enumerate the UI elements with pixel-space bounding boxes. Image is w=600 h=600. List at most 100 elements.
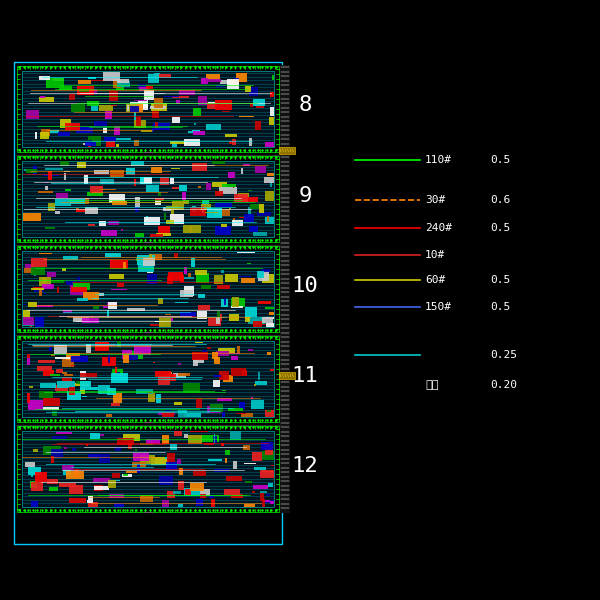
Bar xyxy=(70,285,83,295)
Bar xyxy=(184,277,194,279)
Bar xyxy=(98,385,110,394)
Bar xyxy=(147,274,157,284)
Bar xyxy=(80,388,85,394)
Bar xyxy=(73,317,89,322)
Bar xyxy=(50,374,60,376)
Bar xyxy=(254,384,256,386)
Bar xyxy=(238,193,249,197)
Bar xyxy=(144,91,154,100)
Bar xyxy=(127,308,145,311)
Bar xyxy=(152,110,159,118)
Bar xyxy=(39,76,50,80)
Bar xyxy=(172,142,178,146)
Bar xyxy=(181,290,193,296)
Bar xyxy=(28,302,37,307)
Bar xyxy=(217,317,220,325)
Bar xyxy=(166,220,173,224)
Bar xyxy=(158,376,170,385)
Bar xyxy=(122,474,132,478)
Bar xyxy=(77,298,88,301)
Bar xyxy=(49,487,58,491)
Bar xyxy=(80,371,86,380)
Bar xyxy=(50,280,64,283)
Bar xyxy=(91,80,108,81)
Bar xyxy=(136,389,154,394)
Bar xyxy=(146,86,152,89)
Bar xyxy=(172,208,174,214)
Bar xyxy=(83,292,99,299)
Bar xyxy=(170,214,184,224)
Bar xyxy=(103,306,108,308)
Bar xyxy=(42,283,43,291)
Bar xyxy=(69,386,75,395)
Bar xyxy=(158,476,173,485)
Bar xyxy=(190,483,203,491)
Bar xyxy=(216,85,225,88)
Bar xyxy=(126,472,137,473)
Bar xyxy=(157,109,162,110)
Bar xyxy=(148,74,158,83)
Bar xyxy=(167,491,175,498)
Text: 30#: 30# xyxy=(425,195,445,205)
Bar xyxy=(17,336,279,422)
Bar xyxy=(112,473,120,478)
Bar xyxy=(162,412,174,416)
Bar xyxy=(47,272,56,277)
Bar xyxy=(39,289,42,296)
Bar xyxy=(47,171,52,181)
Bar xyxy=(214,375,221,377)
Bar xyxy=(88,454,103,458)
Bar xyxy=(206,184,211,190)
Bar xyxy=(52,436,67,439)
Bar xyxy=(134,112,136,120)
Bar xyxy=(64,171,70,172)
Bar xyxy=(35,132,37,139)
Bar xyxy=(146,272,153,273)
Bar xyxy=(244,214,254,223)
Bar xyxy=(231,298,245,307)
Bar xyxy=(234,194,248,202)
Bar xyxy=(67,280,75,285)
Bar xyxy=(221,184,236,187)
Bar xyxy=(116,138,131,140)
Bar xyxy=(37,305,53,307)
Bar xyxy=(214,275,223,284)
Bar xyxy=(52,410,57,416)
Bar xyxy=(35,317,44,326)
Bar xyxy=(109,194,125,203)
Bar xyxy=(40,132,49,139)
Bar xyxy=(24,268,34,273)
Bar xyxy=(168,272,183,281)
Bar xyxy=(258,371,260,380)
Bar xyxy=(220,371,222,374)
Bar xyxy=(88,77,97,79)
Bar xyxy=(66,353,80,361)
Bar xyxy=(217,398,232,401)
Bar xyxy=(90,187,103,193)
Bar xyxy=(134,120,146,128)
Bar xyxy=(71,104,85,112)
Bar xyxy=(212,182,227,187)
Bar xyxy=(106,140,115,146)
Bar xyxy=(77,86,94,95)
Bar xyxy=(64,448,67,449)
Bar xyxy=(40,383,56,388)
Bar xyxy=(192,130,200,132)
Bar xyxy=(243,197,259,202)
Bar xyxy=(23,304,26,305)
Bar xyxy=(236,73,247,82)
Bar xyxy=(65,190,71,191)
Bar xyxy=(140,443,153,445)
Bar xyxy=(16,65,280,153)
Bar xyxy=(106,111,112,119)
Bar xyxy=(149,106,166,109)
Bar xyxy=(256,104,264,109)
Bar xyxy=(43,175,59,176)
Bar xyxy=(206,208,223,218)
Bar xyxy=(116,83,124,90)
Bar xyxy=(202,350,206,354)
Bar xyxy=(229,140,233,144)
Bar xyxy=(122,262,126,269)
Bar xyxy=(229,407,243,412)
Bar xyxy=(93,478,110,482)
